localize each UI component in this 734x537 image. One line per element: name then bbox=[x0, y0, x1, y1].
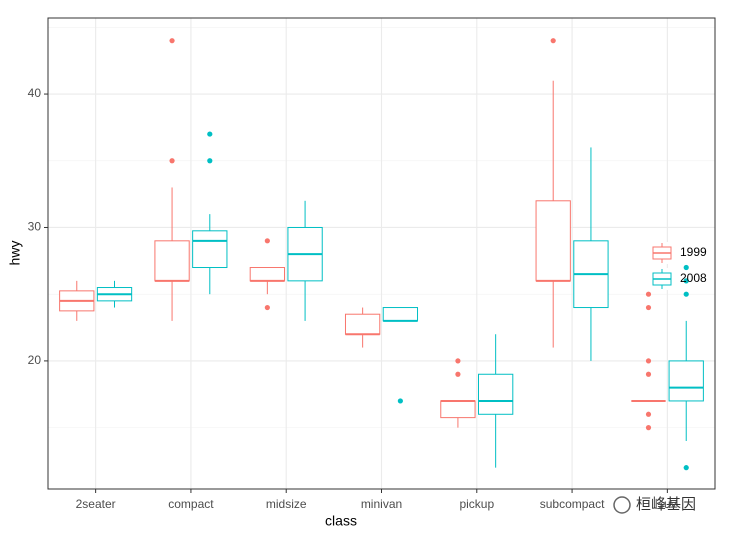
outlier bbox=[397, 398, 403, 404]
box bbox=[192, 230, 228, 269]
outlier bbox=[683, 465, 689, 471]
outlier bbox=[645, 304, 652, 311]
outlier bbox=[683, 291, 689, 297]
x-axis-title: class bbox=[325, 513, 357, 529]
box-group bbox=[249, 238, 285, 311]
box-group bbox=[382, 307, 419, 404]
outlier bbox=[264, 238, 270, 244]
x-tick-label: pickup bbox=[459, 497, 494, 511]
x-tick-label: suv bbox=[658, 497, 677, 511]
y-tick-label: 40 bbox=[28, 86, 42, 100]
legend-label: 2008 bbox=[680, 271, 707, 285]
box-group bbox=[154, 38, 190, 321]
x-tick-label: 2seater bbox=[76, 497, 116, 511]
box-group bbox=[535, 38, 571, 348]
watermark-text: 桓峰基因 bbox=[636, 496, 696, 513]
box-group bbox=[192, 131, 228, 295]
box-group bbox=[287, 200, 323, 321]
box bbox=[154, 240, 190, 282]
outlier bbox=[645, 371, 652, 377]
outlier bbox=[455, 371, 461, 377]
box-group bbox=[344, 307, 381, 348]
box bbox=[440, 400, 476, 419]
outlier bbox=[207, 158, 213, 164]
box-group bbox=[668, 264, 704, 471]
outlier bbox=[207, 131, 213, 137]
box-group bbox=[478, 334, 514, 468]
y-tick-label: 30 bbox=[28, 220, 42, 234]
outlier bbox=[169, 158, 175, 164]
x-tick-label: subcompact bbox=[540, 497, 605, 511]
box bbox=[478, 373, 514, 415]
box bbox=[249, 267, 285, 282]
outlier bbox=[550, 38, 556, 44]
box-group bbox=[440, 358, 476, 428]
legend-label: 1999 bbox=[680, 245, 707, 259]
x-tick-label: minivan bbox=[361, 497, 402, 511]
outlier bbox=[683, 264, 689, 271]
outlier bbox=[683, 278, 689, 284]
box bbox=[535, 200, 571, 282]
outlier bbox=[645, 291, 652, 297]
watermark-icon bbox=[613, 496, 631, 514]
outlier bbox=[455, 358, 461, 364]
outlier bbox=[645, 425, 652, 431]
watermark: 桓峰基因 bbox=[613, 496, 696, 514]
outlier bbox=[264, 304, 270, 311]
box-group bbox=[59, 280, 95, 321]
y-tick-label: 20 bbox=[28, 353, 42, 367]
outlier bbox=[645, 358, 652, 364]
outlier bbox=[169, 38, 175, 44]
panel-border bbox=[47, 17, 716, 490]
box-group bbox=[96, 280, 133, 308]
box bbox=[344, 313, 381, 335]
outlier bbox=[645, 411, 652, 417]
x-tick-label: midsize bbox=[266, 497, 307, 511]
y-axis-title: hwy bbox=[7, 241, 23, 266]
box bbox=[382, 307, 419, 322]
box-group bbox=[573, 147, 609, 361]
box-group bbox=[631, 291, 666, 431]
box bbox=[668, 360, 704, 402]
x-tick-label: compact bbox=[168, 497, 214, 511]
